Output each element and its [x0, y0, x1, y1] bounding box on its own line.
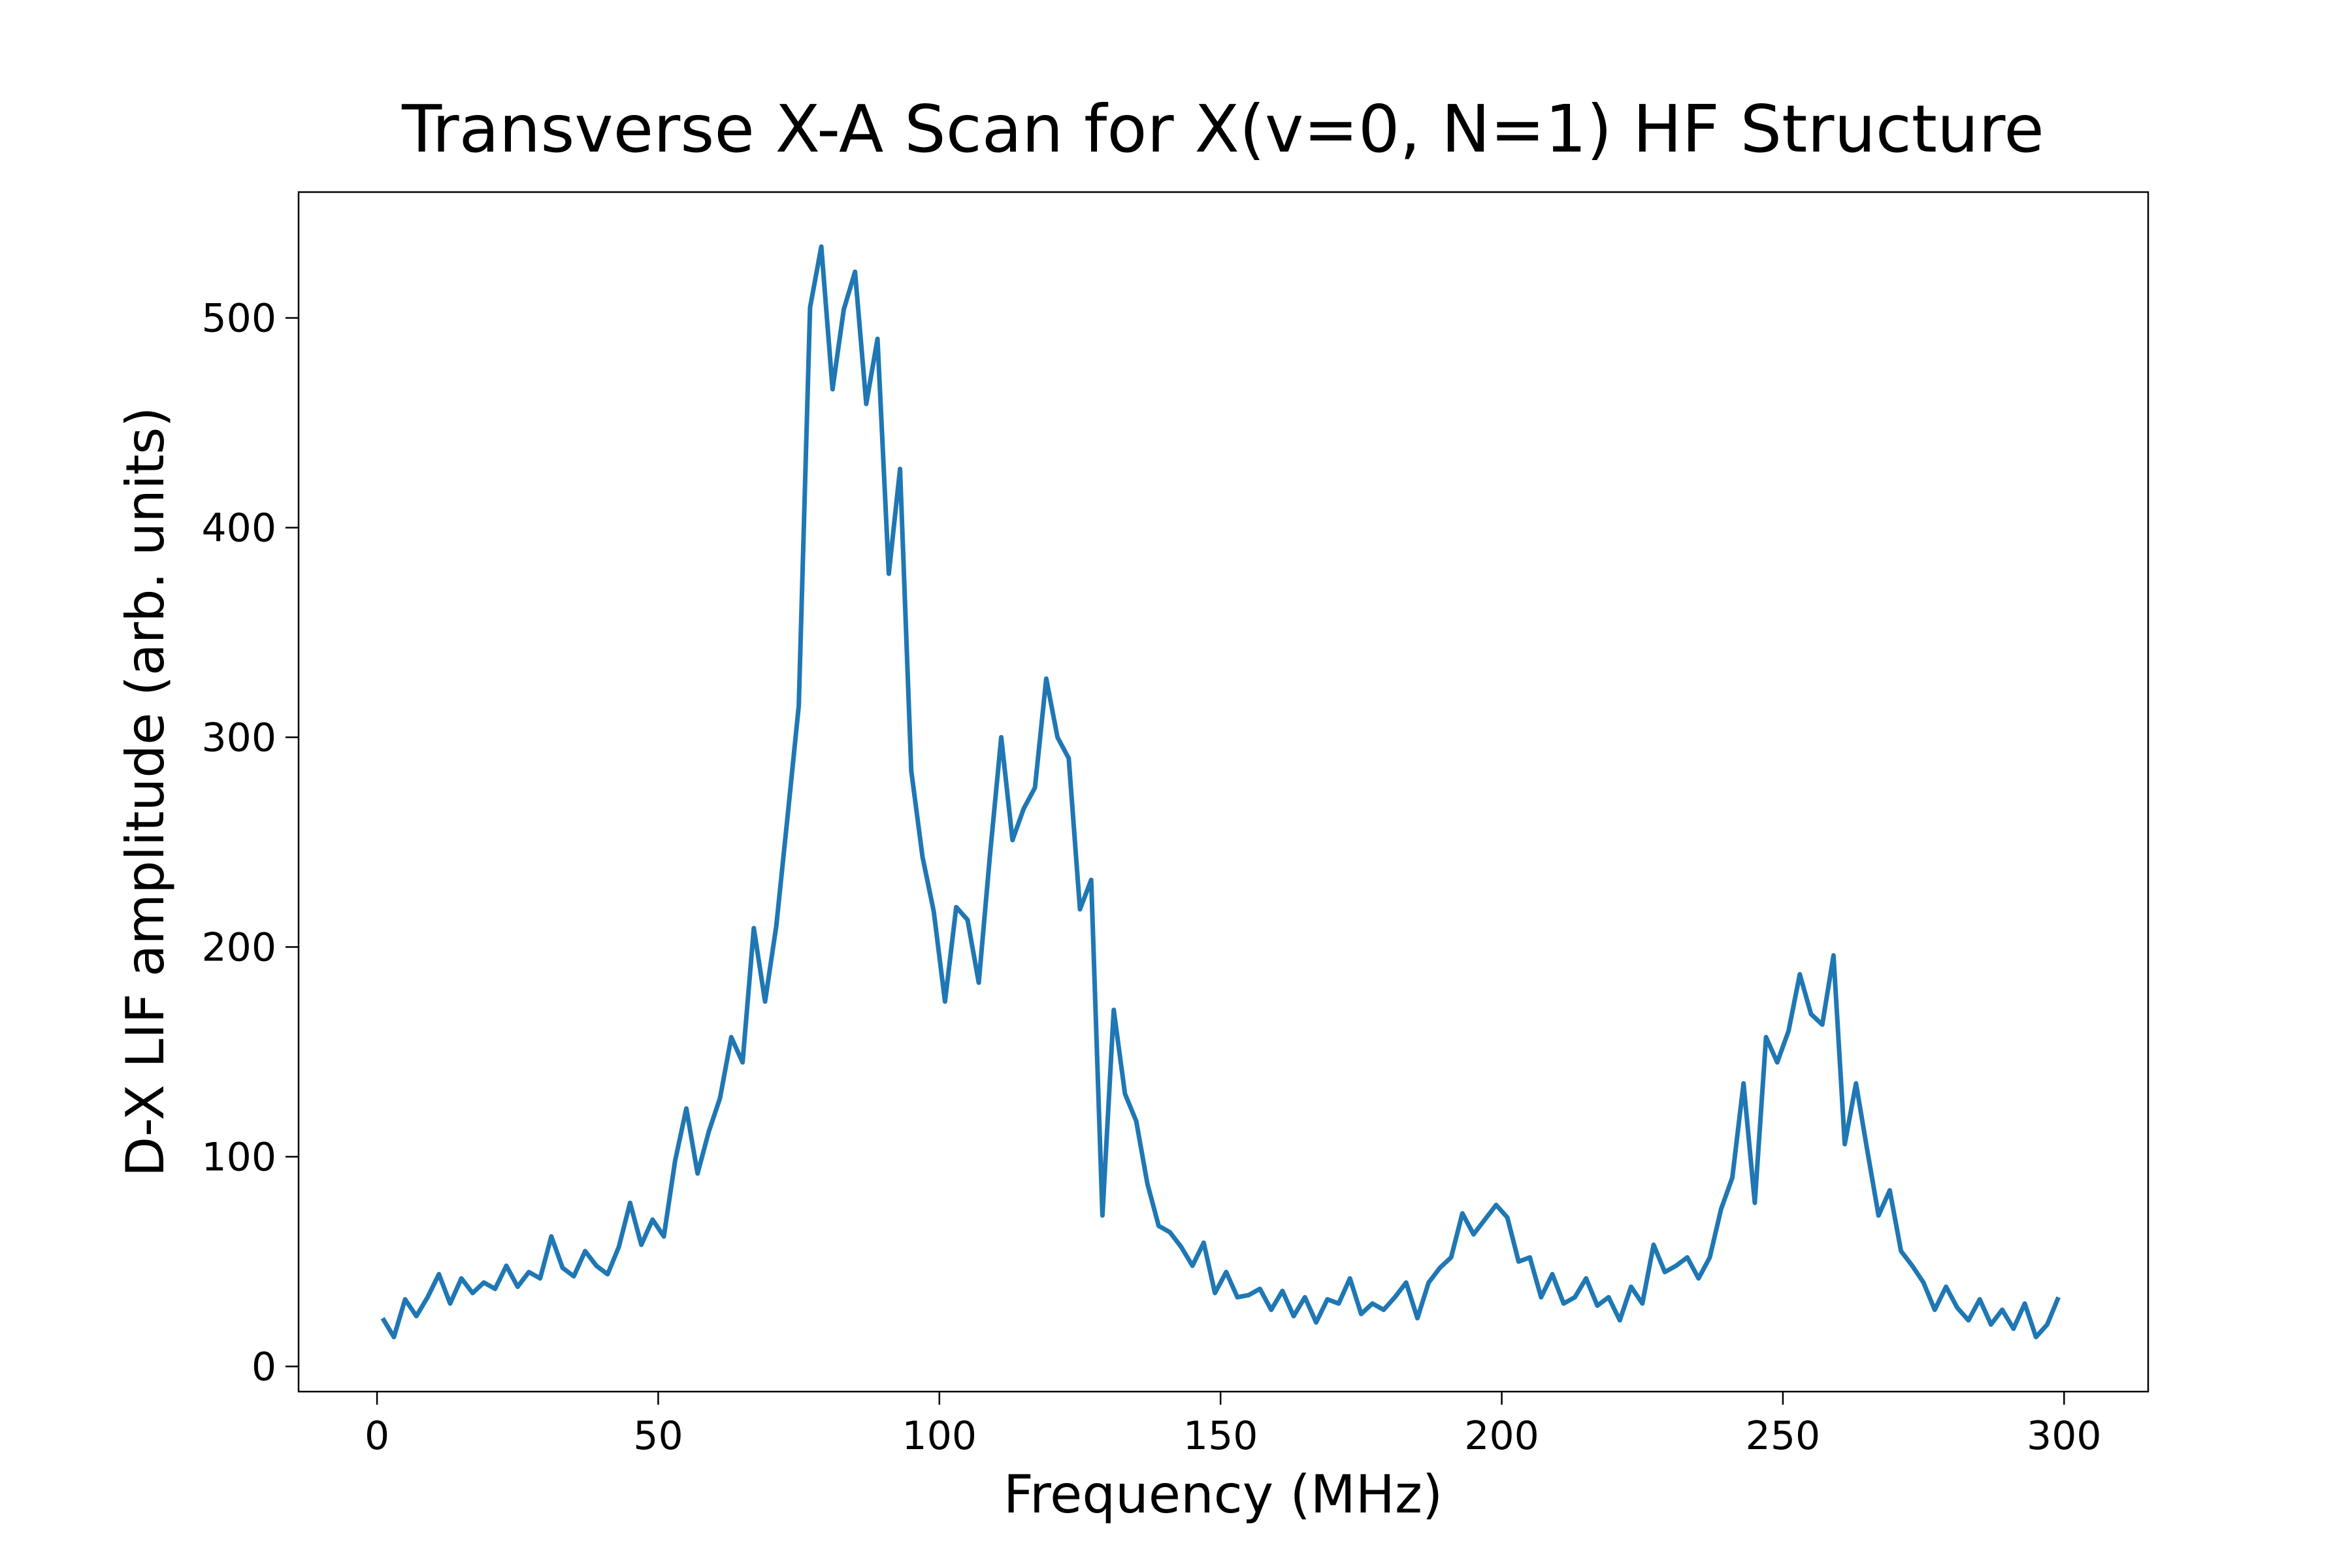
x-tick-label: 50 — [633, 1413, 683, 1459]
x-tick-label: 300 — [2027, 1413, 2102, 1459]
x-axis-label: Frequency (MHz) — [1004, 1464, 1443, 1525]
x-tick-label: 200 — [1464, 1413, 1539, 1459]
y-axis-label: D-X LIF amplitude (arb. units) — [115, 407, 176, 1177]
axes-frame — [297, 191, 2149, 1393]
y-tick-label: 400 — [201, 506, 276, 551]
x-tick-label: 150 — [1183, 1413, 1258, 1459]
y-tick-label: 100 — [201, 1135, 276, 1181]
y-tick-label: 300 — [201, 715, 276, 761]
y-tick-label: 0 — [252, 1344, 276, 1390]
chart-title: Transverse X-A Scan for X(v=0, N=1) HF S… — [401, 91, 2044, 167]
data-line — [380, 244, 2061, 1339]
x-tick-label: 0 — [365, 1413, 389, 1459]
x-tick-label: 100 — [902, 1413, 977, 1459]
y-tick-label: 200 — [201, 925, 276, 971]
x-tick-label: 250 — [1746, 1413, 1821, 1459]
y-tick-label: 500 — [201, 296, 276, 342]
